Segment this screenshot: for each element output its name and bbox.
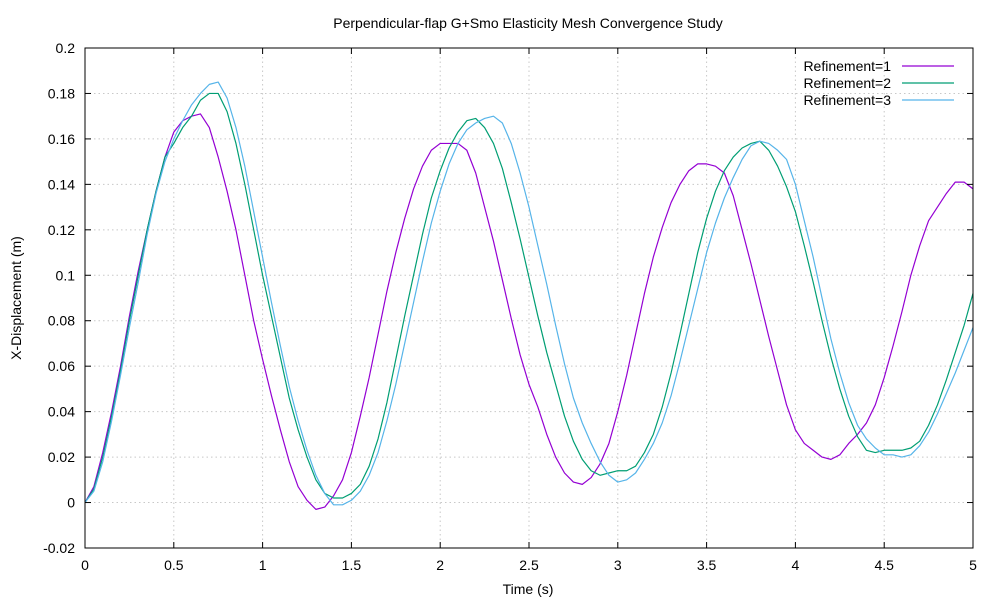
y-tick-label: 0.02 <box>48 449 75 465</box>
x-tick-label: 1.5 <box>342 557 362 573</box>
y-tick-label: 0.18 <box>48 85 75 101</box>
x-tick-label: 2 <box>436 557 444 573</box>
x-tick-label: 1 <box>259 557 267 573</box>
y-tick-label: -0.02 <box>43 540 75 556</box>
plot-frame <box>84 47 974 549</box>
x-axis-label: Time (s) <box>503 581 554 597</box>
y-tick-label: 0.08 <box>48 313 75 329</box>
y-tick-labels: -0.02 0 0.02 0.04 0.06 0.08 0.1 0.12 0.14 0.16 0.1… <box>43 40 75 556</box>
x-tick-label: 5 <box>969 557 977 573</box>
x-tick-label: 4.5 <box>874 557 894 573</box>
y-tick-label: 0.2 <box>56 40 76 56</box>
y-tick-label: 0.06 <box>48 358 75 374</box>
series-line-refinement-3 <box>84 81 974 506</box>
x-tick-label: 0.5 <box>164 557 184 573</box>
series-layer <box>84 81 974 510</box>
axis-ticks <box>84 47 974 549</box>
y-tick-label: 0.12 <box>48 222 75 238</box>
y-tick-label: 0.04 <box>48 404 75 420</box>
x-tick-label: 3 <box>614 557 622 573</box>
y-tick-label: 0.14 <box>48 176 75 192</box>
legend-label: Refinement=3 <box>803 92 891 108</box>
y-tick-label: 0.16 <box>48 131 75 147</box>
chart-title: Perpendicular-flap G+Smo Elasticity Mesh… <box>333 15 722 31</box>
legend-label: Refinement=1 <box>803 58 891 74</box>
series-line-refinement-2 <box>84 92 974 503</box>
y-tick-label: 0.1 <box>56 267 76 283</box>
x-tick-label: 4 <box>792 557 800 573</box>
grid-lines <box>85 48 973 548</box>
x-tick-labels: 0 0.5 1 1.5 2 2.5 3 3.5 4 4.5 5 <box>81 557 977 573</box>
x-tick-label: 0 <box>81 557 89 573</box>
series-line-refinement-1 <box>84 113 974 510</box>
y-axis-label: X-Displacement (m) <box>8 236 24 360</box>
x-tick-label: 3.5 <box>697 557 717 573</box>
y-tick-label: 0 <box>67 495 75 511</box>
legend-label: Refinement=2 <box>803 75 891 91</box>
x-tick-label: 2.5 <box>519 557 539 573</box>
